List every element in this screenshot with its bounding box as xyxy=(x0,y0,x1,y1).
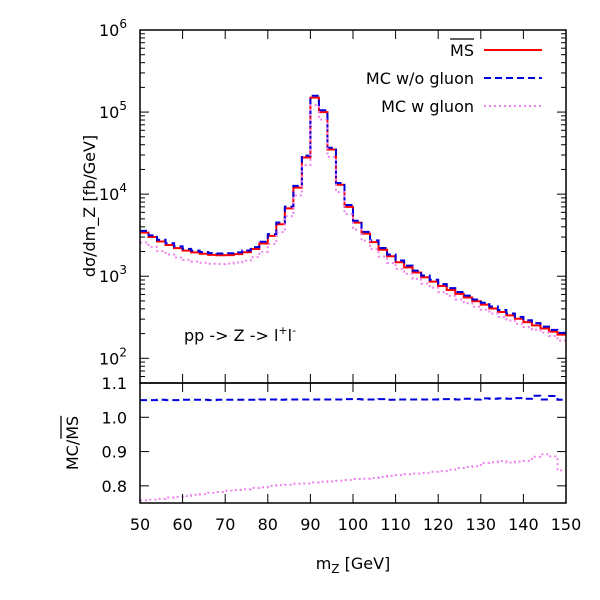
ratio-y-ticks: 0.8 0.9 1.0 1.1 xyxy=(102,374,566,496)
main-y-axis-label: dσ/dm_Z [fb/GeV] xyxy=(80,135,100,277)
annotation-sup-minus: - xyxy=(292,324,296,337)
ratio-plot-frame xyxy=(139,382,567,504)
legend-entry-ms: MS xyxy=(450,38,542,60)
series-ratio-mc-without-gluon xyxy=(140,394,566,402)
x-axis-label-base: m xyxy=(316,554,332,573)
x-tick-label: 100 xyxy=(338,515,369,534)
x-tick-label: 90 xyxy=(300,515,320,534)
ratio-plot: 0.8 0.9 1.0 1.1 xyxy=(102,374,567,504)
main-plot: 102 103 104 105 106 xyxy=(99,17,567,384)
main-y-tick-label: 103 xyxy=(99,263,127,286)
main-y-tick-label: 105 xyxy=(99,99,127,122)
series-mc-with-gluon xyxy=(140,104,566,342)
main-y-tick-label: 102 xyxy=(99,345,127,368)
x-tick-label: 70 xyxy=(215,515,235,534)
main-y-tick-label: 106 xyxy=(99,17,127,40)
ratio-y-tick-label: 0.9 xyxy=(102,443,127,462)
x-axis-label: mZ [GeV] xyxy=(316,554,391,576)
main-series-group xyxy=(140,94,566,342)
annotation-sup-plus: + xyxy=(278,324,287,337)
x-axis-label-rest: [GeV] xyxy=(340,554,391,573)
main-y-ticks: 102 103 104 105 106 xyxy=(99,17,566,384)
annotation-main: pp -> Z -> l xyxy=(184,326,278,345)
legend-label-mc-without-gluon: MC w/o gluon xyxy=(366,69,474,88)
legend-label-mc-with-gluon: MC w gluon xyxy=(381,97,474,116)
x-tick-label: 110 xyxy=(380,515,411,534)
annotation-l: l xyxy=(288,326,292,345)
series-ratio-mc-with-gluon xyxy=(140,453,566,502)
x-tick-label: 80 xyxy=(258,515,278,534)
main-y-tick-label: 104 xyxy=(99,181,127,204)
ratio-series-group xyxy=(140,394,566,502)
x-tick-label: 50 xyxy=(130,515,150,534)
legend-entry-mc-with-gluon: MC w gluon xyxy=(381,97,542,116)
x-tick-label: 120 xyxy=(423,515,454,534)
legend-entry-mc-without-gluon: MC w/o gluon xyxy=(366,69,542,88)
ratio-y-tick-label: 1.0 xyxy=(102,408,127,427)
x-tick-label: 60 xyxy=(172,515,192,534)
legend: MS MC w/o gluon MC w gluon xyxy=(366,38,542,116)
ratio-y-tick-label: 1.1 xyxy=(102,374,127,393)
series-ms xyxy=(140,96,566,336)
x-axis-label-sub: Z xyxy=(331,562,339,576)
x-tick-label: 130 xyxy=(466,515,497,534)
process-annotation: pp -> Z -> l+l- xyxy=(184,324,296,345)
ratio-y-axis-label: MC/MS xyxy=(60,415,82,470)
x-tick-label: 150 xyxy=(551,515,582,534)
legend-label-ms: MS xyxy=(450,41,474,60)
x-tick-label: 140 xyxy=(508,515,539,534)
x-axis-ticks: 50 60 70 80 90 100 110 120 130 140 150 xyxy=(130,30,581,534)
ratio-y-tick-label: 0.8 xyxy=(102,477,127,496)
ratio-y-axis-label-text: MC/MS xyxy=(63,416,82,470)
series-mc-without-gluon xyxy=(140,94,566,334)
